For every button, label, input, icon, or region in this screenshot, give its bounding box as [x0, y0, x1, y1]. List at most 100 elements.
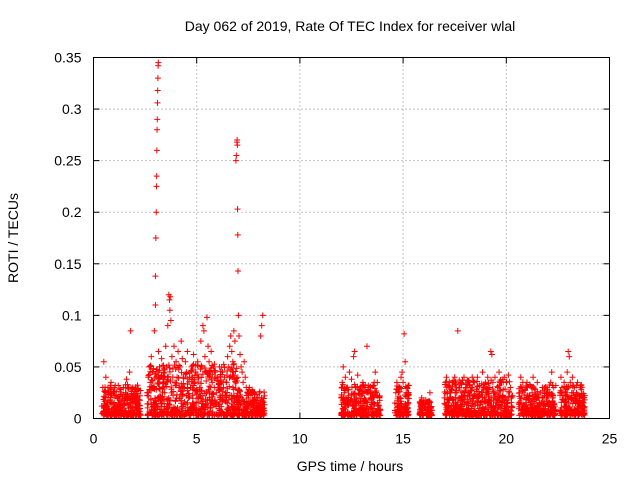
background-point: [101, 408, 108, 415]
data-point: [192, 369, 199, 376]
data-point: [447, 394, 454, 401]
background-point: [523, 412, 530, 419]
data-point: [226, 343, 233, 350]
background-point: [234, 374, 241, 381]
background-point: [158, 399, 165, 406]
data-point: [102, 374, 109, 381]
x-tick-label: 15: [395, 431, 411, 447]
grid-lines: [93, 57, 610, 419]
data-point: [521, 386, 528, 393]
data-point: [198, 363, 205, 370]
data-point: [532, 386, 539, 393]
background-point: [164, 405, 171, 412]
data-point: [522, 396, 529, 403]
x-axis-label: GPS time / hours: [297, 458, 404, 474]
data-point: [185, 394, 192, 401]
background-point: [195, 399, 202, 406]
background-point: [224, 368, 231, 375]
data-point: [118, 406, 125, 413]
background-point: [149, 412, 156, 419]
data-point: [150, 384, 157, 391]
data-point: [566, 353, 573, 360]
data-point: [240, 379, 247, 386]
data-point: [366, 396, 373, 403]
data-point: [560, 396, 567, 403]
background-point: [489, 385, 496, 392]
data-point: [539, 384, 546, 391]
data-point: [452, 400, 459, 407]
data-point: [181, 384, 188, 391]
background-point: [462, 410, 469, 417]
background-point: [402, 400, 409, 407]
background-point: [207, 408, 214, 415]
data-point: [467, 396, 474, 403]
background-point: [565, 399, 572, 406]
data-point: [124, 396, 131, 403]
data-point: [557, 374, 564, 381]
data-point: [216, 363, 223, 370]
data-point: [442, 379, 449, 386]
background-point: [166, 397, 173, 404]
background-point: [259, 411, 266, 418]
data-point: [392, 389, 399, 396]
background-point: [569, 400, 576, 407]
background-point: [170, 392, 177, 399]
data-point: [101, 394, 108, 401]
data-point: [489, 379, 496, 386]
background-point: [399, 411, 406, 418]
data-point: [144, 389, 151, 396]
data-point: [479, 369, 486, 376]
background-point: [253, 391, 260, 398]
data-point: [523, 379, 530, 386]
background-point: [211, 361, 218, 368]
data-point: [126, 369, 133, 376]
background-point: [160, 362, 167, 369]
background-point: [342, 411, 349, 418]
data-point: [152, 235, 159, 241]
data-point: [424, 403, 431, 410]
data-point: [571, 384, 578, 391]
data-point: [376, 394, 383, 401]
data-point: [248, 389, 255, 396]
data-point: [502, 394, 509, 401]
data-point: [184, 348, 191, 355]
background-point: [178, 403, 185, 410]
x-axis-ticks: 0 5 10 15 20 25: [90, 57, 617, 447]
data-point: [256, 409, 263, 416]
background-point: [519, 409, 526, 416]
background-point: [359, 411, 366, 418]
data-point: [542, 403, 549, 410]
data-point: [359, 379, 366, 386]
data-point: [195, 374, 202, 381]
data-point: [234, 206, 241, 213]
background-point: [203, 390, 210, 397]
data-point: [352, 384, 359, 391]
background-point: [490, 409, 497, 416]
data-point: [342, 374, 349, 381]
background-point: [168, 412, 175, 419]
data-point: [426, 389, 433, 396]
background-point: [241, 401, 248, 408]
data-point: [247, 400, 254, 407]
data-point: [492, 389, 499, 396]
y-tick-label: 0.35: [54, 50, 81, 66]
background-point: [183, 409, 190, 416]
background-point: [517, 395, 524, 402]
background-point: [470, 378, 477, 385]
data-point: [231, 338, 238, 345]
data-point: [394, 403, 401, 410]
background-point: [394, 412, 401, 419]
background-point: [158, 412, 165, 419]
background-point: [172, 397, 179, 404]
data-point: [425, 410, 432, 417]
data-point: [405, 400, 412, 407]
data-point: [528, 400, 535, 407]
background-point: [506, 378, 513, 385]
background-point: [350, 409, 357, 416]
data-point: [178, 338, 185, 345]
data-point: [459, 389, 466, 396]
background-point: [564, 406, 571, 413]
data-point: [455, 384, 462, 391]
background-point: [152, 397, 159, 404]
background-point: [237, 392, 244, 399]
